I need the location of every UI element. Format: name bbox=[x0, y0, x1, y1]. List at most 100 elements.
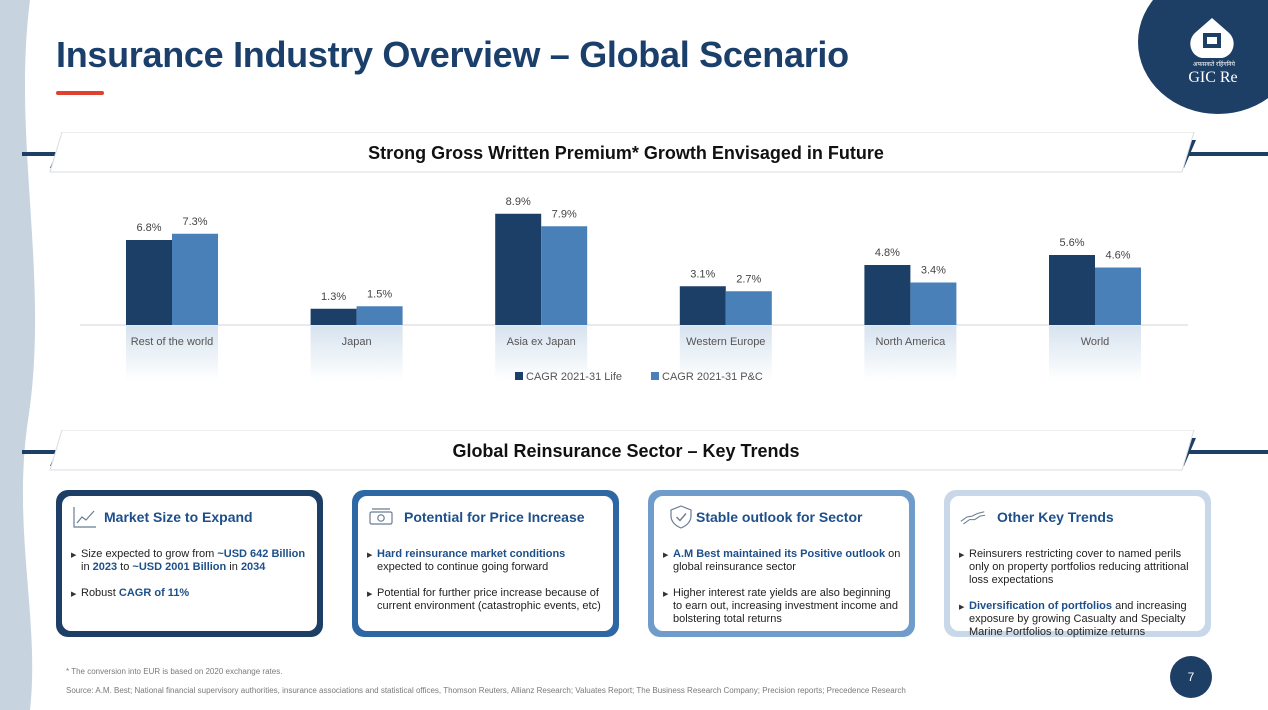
bar-life bbox=[1049, 255, 1095, 325]
trends-banner bbox=[49, 430, 1196, 471]
category-label: Japan bbox=[342, 336, 372, 348]
bar-life bbox=[495, 213, 542, 325]
logo-wordmark: GIC Re bbox=[1188, 69, 1238, 86]
card-bullets: Hard reinsurance market conditions expec… bbox=[367, 548, 605, 626]
highlight-text: A.M Best maintained its Positive outlook bbox=[673, 548, 886, 560]
highlight-text: ~USD 642 Billion bbox=[217, 548, 306, 560]
data-label: 7.9% bbox=[552, 208, 577, 220]
bar-pc bbox=[1095, 267, 1141, 325]
bar-pc bbox=[541, 226, 588, 325]
money-icon bbox=[369, 508, 393, 525]
legend-life: CAGR 2021-31 Life bbox=[515, 371, 622, 383]
bullet-item: Size expected to grow from ~USD 642 Bill… bbox=[71, 548, 309, 574]
bar-pc bbox=[910, 282, 957, 325]
title-accent-underline bbox=[56, 91, 104, 95]
bullet-item: Diversification of portfolios and increa… bbox=[959, 600, 1197, 639]
bullet-text: Size expected to grow from bbox=[81, 548, 218, 560]
card-title: Potential for Price Increase bbox=[404, 509, 585, 525]
data-label: 3.1% bbox=[690, 268, 715, 280]
highlight-text: 2034 bbox=[240, 561, 266, 573]
highlight-text: ~USD 2001 Billion bbox=[132, 561, 227, 573]
bar-reflection bbox=[310, 326, 403, 381]
category-label: World bbox=[1081, 336, 1110, 348]
highlight-text: Hard reinsurance market conditions bbox=[377, 548, 566, 560]
legend-pc-swatch bbox=[651, 372, 659, 380]
page-number: 7 bbox=[1170, 656, 1212, 698]
bullet-text: in bbox=[81, 561, 93, 573]
bullet-text: to bbox=[117, 561, 133, 573]
bar-life bbox=[679, 286, 726, 325]
bar-reflection bbox=[1049, 326, 1141, 381]
bullet-text: Higher interest rate yields are also beg… bbox=[673, 587, 899, 625]
category-label: North America bbox=[876, 336, 947, 348]
bullet-item: Reinsurers restricting cover to named pe… bbox=[959, 548, 1197, 587]
growth-banner-title: Strong Gross Written Premium* Growth Env… bbox=[368, 143, 884, 163]
bullet-text: Potential for further price increase bec… bbox=[377, 587, 601, 612]
decorative-side-wave bbox=[0, 0, 36, 710]
bullet-text: expected to continue going forward bbox=[377, 561, 549, 573]
footnote: * The conversion into EUR is based on 20… bbox=[66, 667, 283, 676]
card-title: Stable outlook for Sector bbox=[696, 509, 863, 525]
bar-pc bbox=[172, 233, 218, 325]
bar-life bbox=[310, 308, 357, 325]
bar-reflection bbox=[126, 326, 218, 381]
category-label: Asia ex Japan bbox=[507, 336, 576, 348]
card-bullets: Reinsurers restricting cover to named pe… bbox=[959, 548, 1197, 652]
card-title: Other Key Trends bbox=[997, 509, 1114, 525]
highlight-text: 2023 bbox=[92, 561, 118, 573]
card-title: Market Size to Expand bbox=[104, 509, 253, 525]
data-label: 1.5% bbox=[367, 288, 392, 300]
legend-life-swatch bbox=[515, 372, 523, 380]
highlight-text: CAGR of 11% bbox=[118, 587, 190, 599]
card-bullets: Size expected to grow from ~USD 642 Bill… bbox=[71, 548, 309, 613]
data-label: 4.8% bbox=[875, 247, 900, 259]
bar-pc bbox=[356, 306, 403, 325]
data-label: 7.3% bbox=[182, 216, 207, 228]
source-note: Source: A.M. Best; National financial su… bbox=[66, 686, 906, 695]
gic-re-logo-icon bbox=[1190, 18, 1234, 58]
bar-life bbox=[864, 265, 911, 325]
shield-check-icon bbox=[670, 505, 692, 529]
card-other-trends: Other Key Trends Reinsurers restricting … bbox=[944, 490, 1211, 638]
card-stable-outlook: Stable outlook for Sector A.M Best maint… bbox=[648, 490, 915, 637]
data-label: 5.6% bbox=[1059, 237, 1084, 249]
legend-pc-label: CAGR 2021-31 P&C bbox=[662, 371, 763, 383]
cagr-bar-chart: 6.8% 7.3% Rest of the world 1.3% 1.5% Japan 8.… bbox=[80, 196, 1188, 381]
legend-pc: CAGR 2021-31 P&C bbox=[651, 371, 763, 383]
bullet-item: Robust CAGR of 11% bbox=[71, 587, 309, 601]
trends-banner-title: Global Reinsurance Sector – Key Trends bbox=[452, 441, 800, 461]
card-body: Market Size to Expand Size expected to g… bbox=[62, 496, 317, 631]
bullet-item: Hard reinsurance market conditions expec… bbox=[367, 548, 605, 574]
bullet-text: Robust bbox=[81, 587, 119, 599]
growth-banner bbox=[49, 132, 1196, 173]
data-label: 2.7% bbox=[736, 273, 761, 285]
bullet-text: Reinsurers restricting cover to named pe… bbox=[969, 548, 1189, 586]
page-title: Insurance Industry Overview – Global Sce… bbox=[56, 34, 849, 75]
bar-reflection bbox=[679, 326, 772, 381]
highlight-text: Diversification of portfolios bbox=[969, 600, 1113, 612]
card-body: Potential for Price Increase Hard reinsu… bbox=[358, 496, 613, 631]
category-label: Rest of the world bbox=[131, 336, 214, 348]
data-label: 1.3% bbox=[321, 291, 346, 303]
card-price-increase: Potential for Price Increase Hard reinsu… bbox=[352, 490, 619, 637]
bullet-item: Higher interest rate yields are also beg… bbox=[663, 587, 901, 626]
bullet-text: on global reinsurance sector bbox=[673, 548, 901, 573]
legend-life-label: CAGR 2021-31 Life bbox=[526, 371, 622, 383]
logo-hindi-tagline: अफसकते रहिंगनिये bbox=[1193, 62, 1235, 68]
card-market-size: Market Size to Expand Size expected to g… bbox=[56, 490, 323, 637]
card-body: Stable outlook for Sector A.M Best maint… bbox=[654, 496, 909, 631]
bar-life bbox=[126, 240, 172, 325]
data-label: 3.4% bbox=[921, 265, 946, 277]
bullet-item: Potential for further price increase bec… bbox=[367, 587, 605, 613]
data-label: 6.8% bbox=[136, 222, 161, 234]
card-body: Other Key Trends Reinsurers restricting … bbox=[950, 496, 1205, 638]
card-bullets: A.M Best maintained its Positive outlook… bbox=[663, 548, 901, 639]
bar-reflection bbox=[864, 326, 957, 381]
data-label: 8.9% bbox=[506, 196, 531, 208]
data-label: 4.6% bbox=[1105, 250, 1130, 262]
bullet-text: and increasing exposure by growing Casua… bbox=[969, 600, 1187, 638]
bar-reflection bbox=[495, 326, 588, 381]
line-chart-icon bbox=[73, 507, 96, 528]
handshake-icon bbox=[960, 511, 986, 525]
bar-pc bbox=[725, 291, 772, 325]
